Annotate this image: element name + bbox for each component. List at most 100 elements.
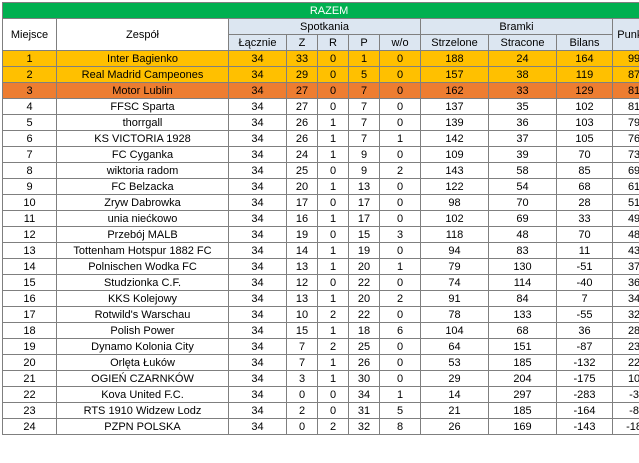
table-row[interactable]: 16 KKS Kolejowy 34 13 1 20 2 91 84 7 34 <box>2 290 639 307</box>
header-group-row: Miejsce Zespół Spotkania Bramki Punkty <box>2 18 639 51</box>
row-scored: 29 <box>420 370 489 387</box>
row-points: -8 <box>611 402 639 419</box>
table-row[interactable]: 10 Zryw Dabrowka 34 17 0 17 0 98 70 28 51 <box>2 194 639 211</box>
row-conceded: 84 <box>488 290 557 307</box>
row-draws: 0 <box>317 386 349 403</box>
table-row[interactable]: 3 Motor Lublin 34 27 0 7 0 162 33 129 81 <box>2 82 639 99</box>
table-row[interactable]: 12 Przebój MALB 34 19 0 15 3 118 48 70 48 <box>2 226 639 243</box>
table-row[interactable]: 15 Studzionka C.F. 34 12 0 22 0 74 114 -40 36 <box>2 274 639 291</box>
row-team: FC Belzacka <box>56 178 229 195</box>
row-team: Kova United F.C. <box>56 386 229 403</box>
row-team: Motor Lublin <box>56 82 229 99</box>
table-row[interactable]: 5 thorrgall 34 26 1 7 0 139 36 103 79 <box>2 114 639 131</box>
row-position: 23 <box>2 402 57 419</box>
row-draws: 2 <box>317 306 349 323</box>
row-draws: 0 <box>317 194 349 211</box>
table-row[interactable]: 20 Orlęta Łuków 34 7 1 26 0 53 185 -132 22 <box>2 354 639 371</box>
row-losses: 9 <box>348 146 380 163</box>
row-losses: 1 <box>348 50 380 67</box>
row-scored: 142 <box>420 130 489 147</box>
row-scored: 94 <box>420 242 489 259</box>
row-wins: 0 <box>286 418 318 435</box>
row-walkover: 0 <box>379 194 421 211</box>
table-row[interactable]: 23 RTS 1910 Widzew Lodz 34 2 0 31 5 21 185 -164 -8 <box>2 402 639 419</box>
row-scored: 91 <box>420 290 489 307</box>
row-balance: 7 <box>556 290 613 307</box>
table-row[interactable]: 17 Rotwild's Warschau 34 10 2 22 0 78 133 -55 32 <box>2 306 639 323</box>
row-walkover: 6 <box>379 322 421 339</box>
row-draws: 0 <box>317 98 349 115</box>
row-points: 23 <box>611 338 639 355</box>
row-losses: 30 <box>348 370 380 387</box>
table-row[interactable]: 4 FFSC Sparta 34 27 0 7 0 137 35 102 81 <box>2 98 639 115</box>
table-row[interactable]: 22 Kova United F.C. 34 0 0 34 1 14 297 -283 -3 <box>2 386 639 403</box>
row-wins: 26 <box>286 130 318 147</box>
table-row[interactable]: 19 Dynamo Kolonia City 34 7 2 25 0 64 151 -87 23 <box>2 338 639 355</box>
row-balance: -51 <box>556 258 613 275</box>
row-draws: 1 <box>317 290 349 307</box>
table-row[interactable]: 2 Real Madrid Campeones 34 29 0 5 0 157 38 119 87 <box>2 66 639 83</box>
row-total: 34 <box>228 370 287 387</box>
row-wins: 14 <box>286 242 318 259</box>
row-position: 11 <box>2 210 57 227</box>
row-draws: 1 <box>317 130 349 147</box>
row-team: Przebój MALB <box>56 226 229 243</box>
row-losses: 22 <box>348 306 380 323</box>
row-draws: 0 <box>317 402 349 419</box>
row-team: Rotwild's Warschau <box>56 306 229 323</box>
table-row[interactable]: 8 wiktoria radom 34 25 0 9 2 143 58 85 69 <box>2 162 639 179</box>
row-points: 73 <box>611 146 639 163</box>
row-total: 34 <box>228 130 287 147</box>
row-draws: 0 <box>317 50 349 67</box>
row-team: Polish Power <box>56 322 229 339</box>
standings-table: RAZEM Miejsce Zespół Spotkania Bramki Pu… <box>1 2 639 435</box>
header-balance: Bilans <box>556 34 613 51</box>
row-wins: 13 <box>286 290 318 307</box>
row-losses: 31 <box>348 402 380 419</box>
row-wins: 26 <box>286 114 318 131</box>
header-scored: Strzelone <box>420 34 489 51</box>
row-position: 12 <box>2 226 57 243</box>
row-conceded: 204 <box>488 370 557 387</box>
row-draws: 0 <box>317 226 349 243</box>
row-draws: 1 <box>317 210 349 227</box>
table-row[interactable]: 1 Inter Bagienko 34 33 0 1 0 188 24 164 99 <box>2 50 639 67</box>
row-wins: 29 <box>286 66 318 83</box>
row-conceded: 297 <box>488 386 557 403</box>
row-scored: 26 <box>420 418 489 435</box>
table-row[interactable]: 13 Tottenham Hotspur 1882 FC 34 14 1 19 0 94 83 1… <box>2 242 639 259</box>
row-balance: 11 <box>556 242 613 259</box>
row-points: 76 <box>611 130 639 147</box>
row-balance: -283 <box>556 386 613 403</box>
table-row[interactable]: 7 FC Cyganka 34 24 1 9 0 109 39 70 73 <box>2 146 639 163</box>
row-scored: 109 <box>420 146 489 163</box>
header-losses: P <box>348 34 380 51</box>
row-conceded: 38 <box>488 66 557 83</box>
banner-row: RAZEM <box>1 2 639 19</box>
row-conceded: 58 <box>488 162 557 179</box>
table-row[interactable]: 11 unia niećkowo 34 16 1 17 0 102 69 33 49 <box>2 210 639 227</box>
table-row[interactable]: 6 KS VICTORIA 1928 34 26 1 7 1 142 37 105 76 <box>2 130 639 147</box>
row-total: 34 <box>228 338 287 355</box>
row-balance: 36 <box>556 322 613 339</box>
row-scored: 139 <box>420 114 489 131</box>
row-position: 9 <box>2 178 57 195</box>
row-balance: 164 <box>556 50 613 67</box>
table-row[interactable]: 18 Polish Power 34 15 1 18 6 104 68 36 28 <box>2 322 639 339</box>
row-draws: 1 <box>317 178 349 195</box>
row-wins: 10 <box>286 306 318 323</box>
row-scored: 79 <box>420 258 489 275</box>
row-total: 34 <box>228 162 287 179</box>
row-total: 34 <box>228 98 287 115</box>
row-walkover: 3 <box>379 226 421 243</box>
header-conceded: Stracone <box>488 34 557 51</box>
row-team: KKS Kolejowy <box>56 290 229 307</box>
row-conceded: 68 <box>488 322 557 339</box>
table-row[interactable]: 9 FC Belzacka 34 20 1 13 0 122 54 68 61 <box>2 178 639 195</box>
row-scored: 188 <box>420 50 489 67</box>
table-row[interactable]: 21 OGIEŃ CZARNKÓW 34 3 1 30 0 29 204 -175 10 <box>2 370 639 387</box>
table-row[interactable]: 14 Polnischen Wodka FC 34 13 1 20 1 79 130 -51 37 <box>2 258 639 275</box>
row-balance: 119 <box>556 66 613 83</box>
row-position: 13 <box>2 242 57 259</box>
